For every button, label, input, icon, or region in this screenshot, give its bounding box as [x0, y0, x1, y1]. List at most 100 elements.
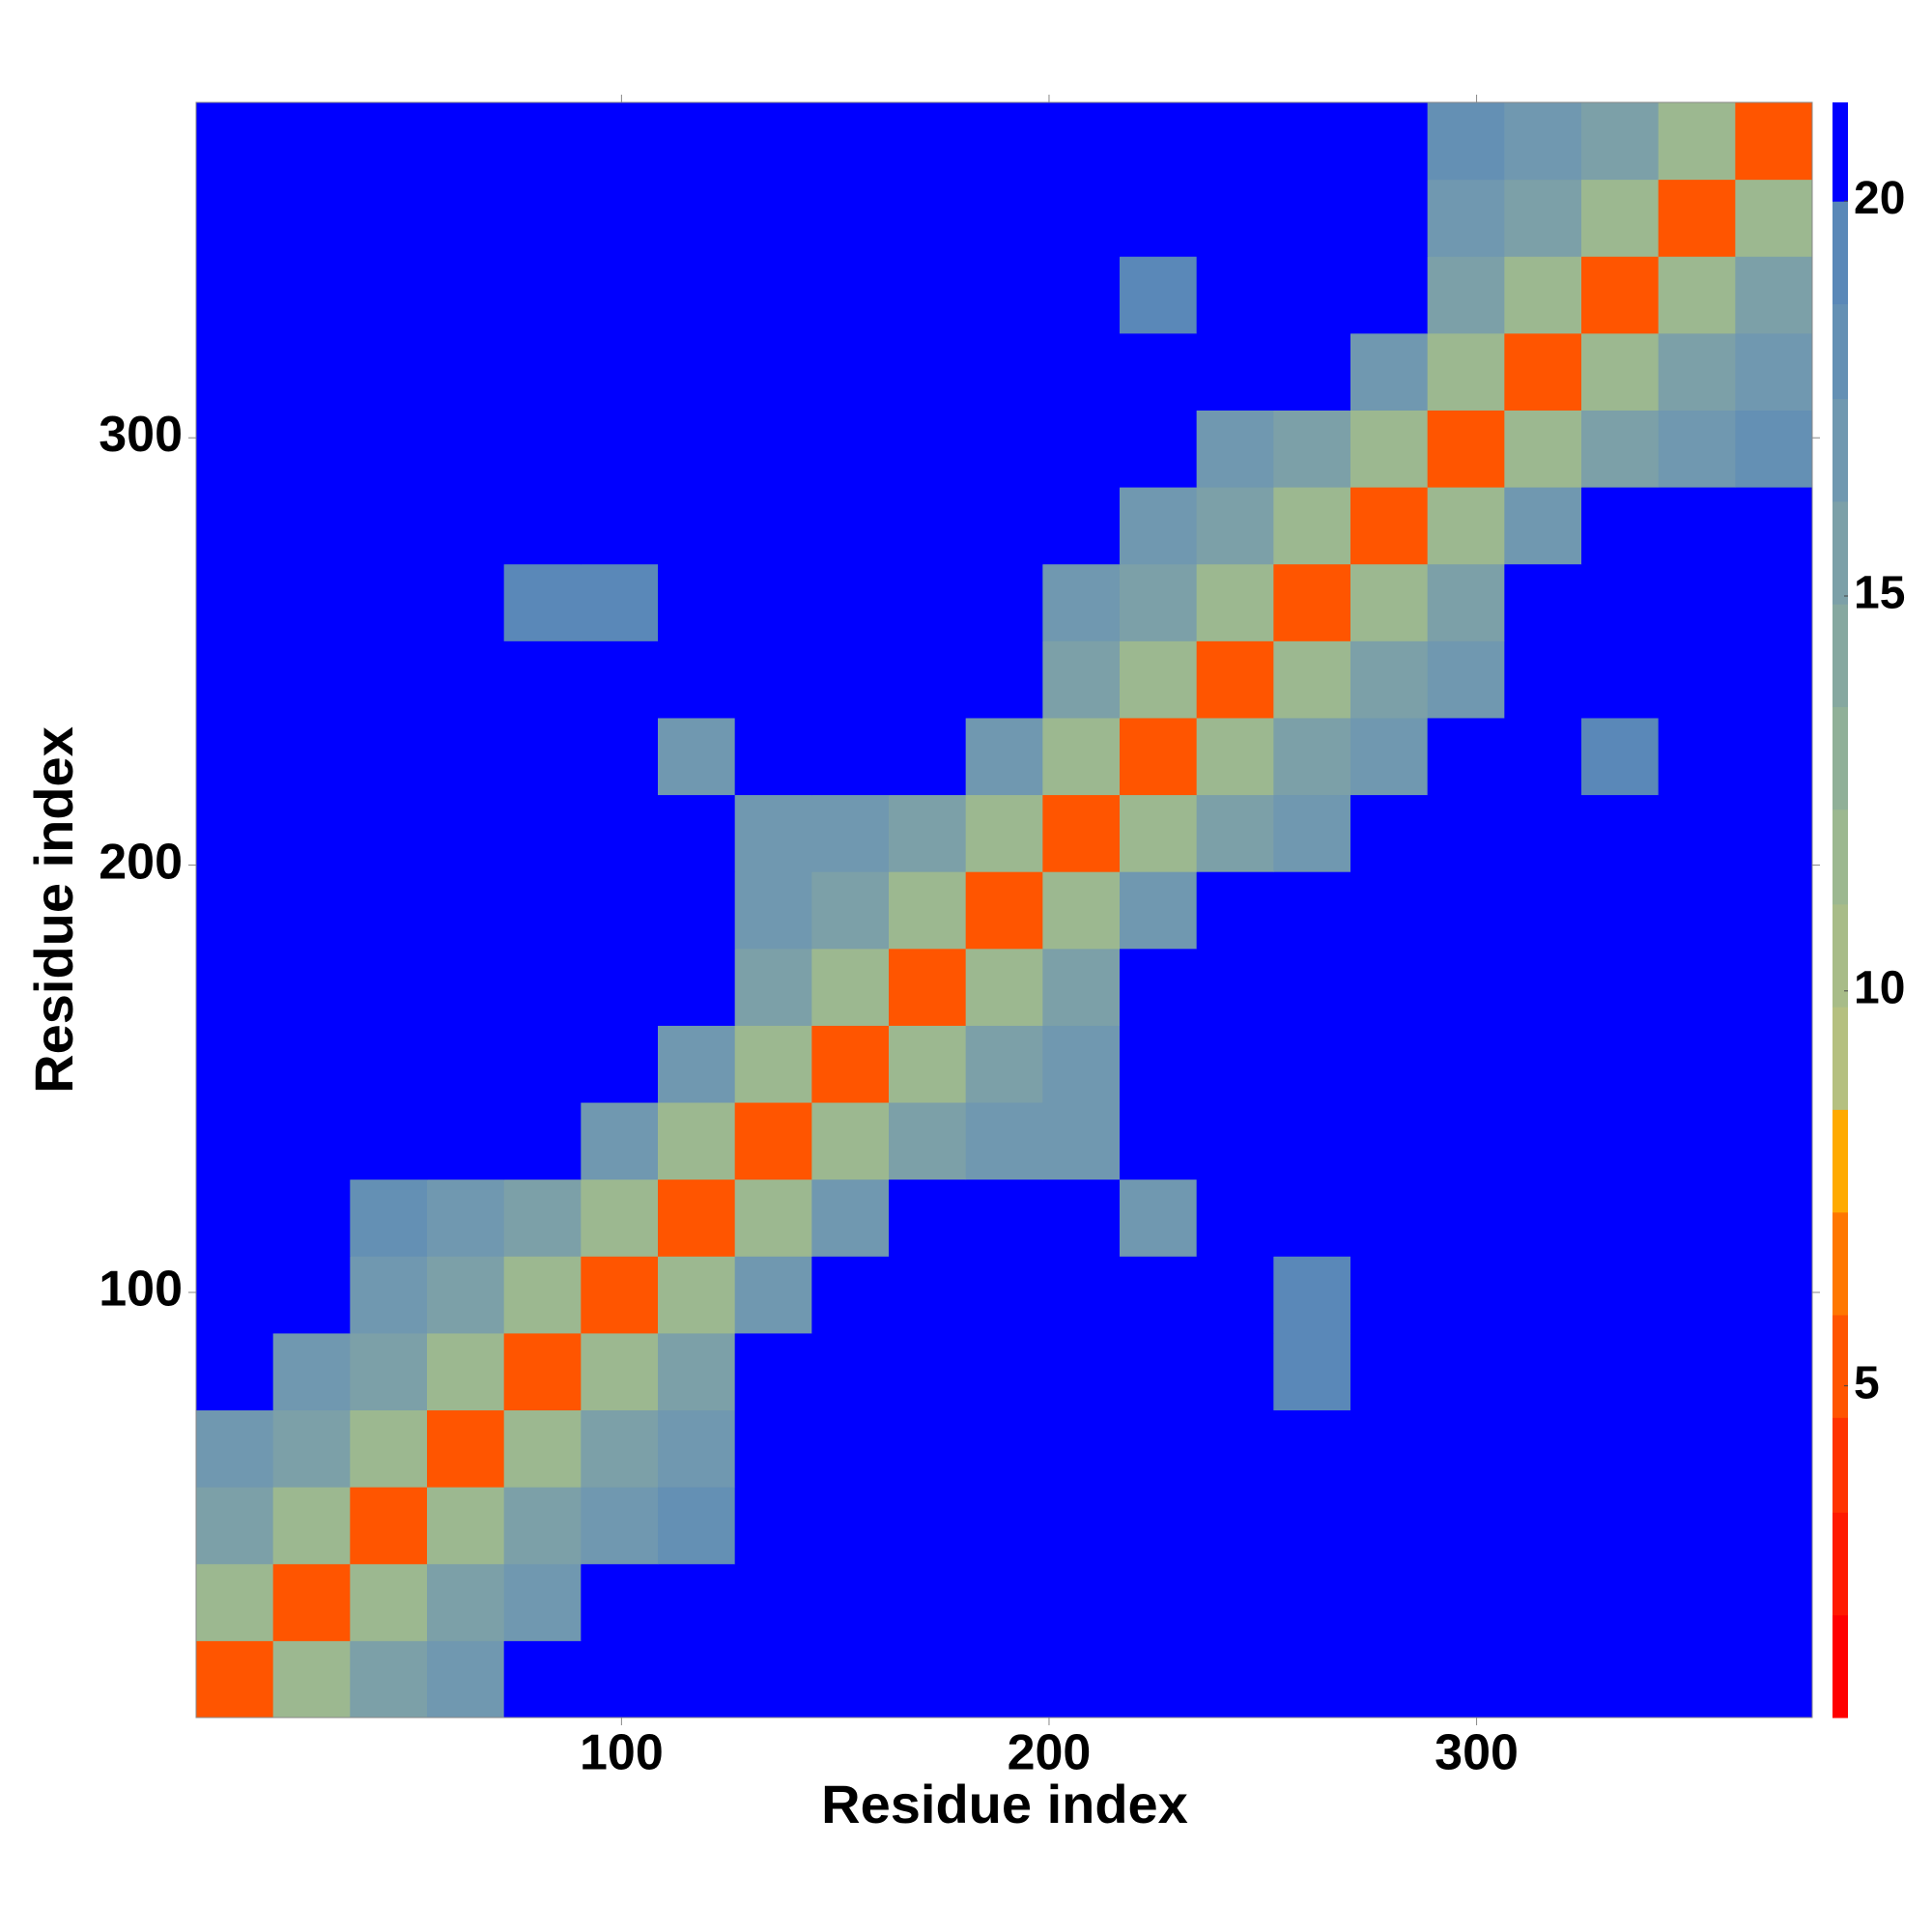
heatmap-cell [503, 1563, 582, 1641]
heatmap-cell [350, 563, 428, 641]
heatmap-cell [196, 1640, 274, 1719]
heatmap-cell [1042, 487, 1121, 565]
heatmap-cell [1504, 640, 1582, 719]
heatmap-cell [1042, 717, 1121, 796]
heatmap-cell [658, 717, 736, 796]
heatmap-cell [196, 1563, 274, 1641]
heatmap-cell [1658, 1025, 1736, 1103]
heatmap-cell [581, 640, 659, 719]
heatmap-cell [427, 948, 505, 1026]
heatmap-cell [427, 1256, 505, 1334]
heatmap-cell [427, 1332, 505, 1411]
heatmap-cell [1581, 1563, 1660, 1641]
heatmap-cell [350, 332, 428, 411]
heatmap-cell [196, 410, 274, 488]
heatmap-cell [1504, 717, 1582, 796]
heatmap-cell [658, 1102, 736, 1180]
heatmap-cell [196, 717, 274, 796]
heatmap-cell [811, 871, 890, 950]
heatmap-cell [581, 179, 659, 257]
heatmap-cell [1581, 1025, 1660, 1103]
heatmap-cell [1504, 1640, 1582, 1719]
heatmap-cell [581, 1640, 659, 1719]
heatmap-cell [1658, 871, 1736, 950]
heatmap-cell [889, 256, 967, 334]
heatmap-cell [965, 1640, 1043, 1719]
heatmap-cell [1120, 1102, 1198, 1180]
heatmap-cell [658, 640, 736, 719]
colorbar-band [1833, 1211, 1848, 1316]
heatmap-cell [1658, 1102, 1736, 1180]
heatmap-cell [196, 563, 274, 641]
heatmap-cell [272, 948, 351, 1026]
heatmap-cell [581, 794, 659, 872]
heatmap-cell [1273, 948, 1351, 1026]
heatmap-cell [581, 102, 659, 181]
heatmap-cell [1350, 640, 1429, 719]
heatmap-cell [1504, 102, 1582, 181]
heatmap-cell [811, 640, 890, 719]
heatmap-cell [1581, 640, 1660, 719]
heatmap-cell [1196, 871, 1274, 950]
colorbar-band [1833, 303, 1848, 400]
heatmap-cell [581, 1179, 659, 1257]
heatmap-cell [1196, 487, 1274, 565]
heatmap-cell [965, 871, 1043, 950]
heatmap-cell [811, 487, 890, 565]
heatmap-cell [1735, 102, 1813, 181]
heatmap-cell [1350, 1025, 1429, 1103]
heatmap-cell [196, 1102, 274, 1180]
heatmap-cell [1350, 1332, 1429, 1411]
heatmap-cell [196, 1179, 274, 1257]
colorbar-band [1833, 706, 1848, 810]
heatmap-cell [503, 1487, 582, 1565]
heatmap-cell [1658, 1640, 1736, 1719]
heatmap-cell [503, 256, 582, 334]
heatmap-cell [1581, 179, 1660, 257]
heatmap-cell [965, 1487, 1043, 1565]
heatmap-cell [1273, 717, 1351, 796]
heatmap-cell [196, 871, 274, 950]
heatmap-cell [1581, 948, 1660, 1026]
heatmap-cell [965, 640, 1043, 719]
heatmap-cell [1196, 410, 1274, 488]
heatmap-cell [581, 948, 659, 1026]
heatmap-cell [196, 332, 274, 411]
heatmap-cell [350, 1332, 428, 1411]
heatmap-cell [1735, 332, 1813, 411]
heatmap-cell [1504, 1487, 1582, 1565]
heatmap-cell [658, 871, 736, 950]
heatmap-cell [272, 1487, 351, 1565]
heatmap-cell [811, 410, 890, 488]
heatmap-cell [1658, 332, 1736, 411]
heatmap-cell [734, 102, 812, 181]
heatmap-cell [427, 1487, 505, 1565]
heatmap-cell [1504, 1256, 1582, 1334]
heatmap-cell [1504, 871, 1582, 950]
heatmap-cell [1735, 1025, 1813, 1103]
heatmap-cell [658, 563, 736, 641]
heatmap-cell [350, 1640, 428, 1719]
heatmap-cell [1196, 1102, 1274, 1180]
heatmap-cell [1120, 1409, 1198, 1488]
heatmap-cell [427, 717, 505, 796]
heatmap-cell [1042, 1563, 1121, 1641]
heatmap-cell [658, 179, 736, 257]
heatmap-cell [734, 332, 812, 411]
heatmap-cell [734, 640, 812, 719]
heatmap-cell [1658, 1179, 1736, 1257]
colorbar-band [1833, 1417, 1848, 1513]
heatmap-cell [427, 410, 505, 488]
heatmap-cell [889, 563, 967, 641]
plot-frame [195, 101, 1813, 1719]
heatmap-cell [1196, 1332, 1274, 1411]
heatmap-cell [889, 1563, 967, 1641]
x-axis-title: Residue index [821, 1774, 1188, 1834]
heatmap-cell [1581, 1409, 1660, 1488]
heatmap-cell [965, 256, 1043, 334]
heatmap-cell [503, 1025, 582, 1103]
colorbar-band [1833, 604, 1848, 707]
heatmap-cell [196, 487, 274, 565]
heatmap-cell [889, 640, 967, 719]
heatmap-cell [581, 410, 659, 488]
